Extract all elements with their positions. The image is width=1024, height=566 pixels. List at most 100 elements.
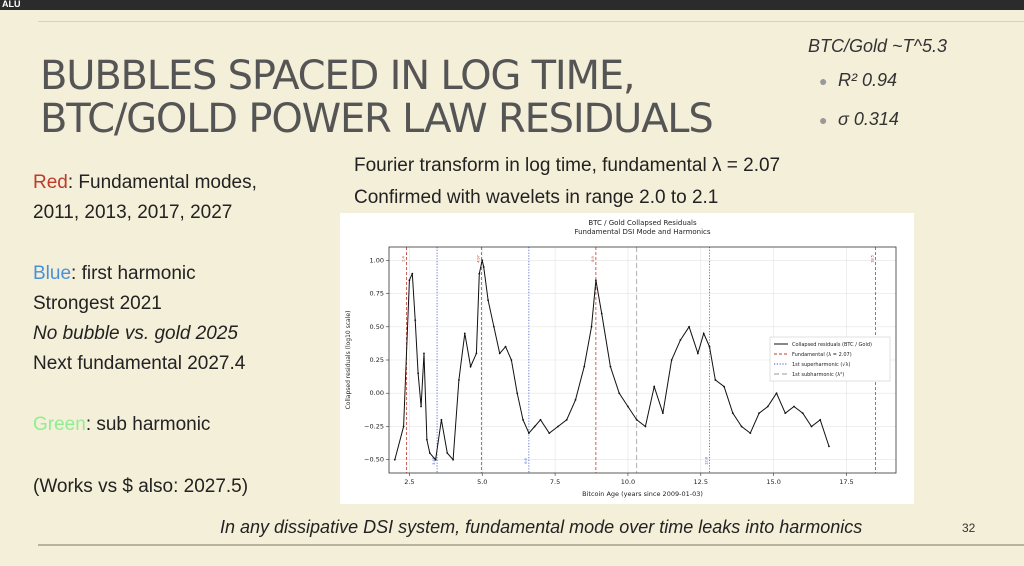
data-point [408,279,411,282]
data-point [801,412,804,415]
x-axis-label: Bitcoin Age (years since 2009-01-03) [582,490,703,498]
data-point [819,418,822,421]
data-point [644,425,647,428]
data-point [583,365,586,368]
data-point [434,458,437,461]
data-point [510,359,513,361]
bullet-icon: ● [819,73,828,89]
data-point [425,438,428,441]
y-axis-label: Collapsed residuals (log10 scale) [345,311,352,410]
x-tick-label: 17.5 [839,478,853,486]
data-point [810,425,813,428]
data-point [458,379,460,381]
data-point [714,379,717,381]
data-point [487,299,489,302]
x-tick-label: 12.5 [694,478,708,486]
bottom-rule [38,544,1024,546]
data-point [758,412,760,415]
legend-entry: 1st superharmonic (√λ) [792,362,850,368]
data-point [766,405,769,408]
green-note: Green: sub harmonic [33,414,210,436]
y-tick-label: 0.75 [370,290,384,298]
y-tick-label: −0.50 [364,456,384,464]
sigma-label: σ 0.314 [838,109,899,129]
strongest-note: Strongest 2021 [33,293,162,314]
data-point [670,359,673,361]
red-text: : Fundamental modes, [67,172,257,193]
data-point [740,425,743,428]
blue-text: : first harmonic [71,263,196,284]
superharmonic-line-label: 3.45 [431,456,436,465]
data-point [723,385,725,388]
legend-box [769,336,891,382]
data-point [548,432,551,435]
data-point [557,425,559,428]
fundamental-line-label: 8.9 [590,255,595,261]
data-point [420,405,422,408]
blue-label: Blue [33,263,72,284]
r-squared-label: R² 0.94 [838,70,898,90]
data-point [618,392,621,395]
fundamental-line-label: 18.5 [870,254,875,263]
legend-entry: Fundamental (λ = 2.07) [792,352,852,358]
residuals-series [394,260,830,461]
data-point [516,392,519,395]
data-point [539,418,542,421]
data-point [482,266,485,268]
green-text: : sub harmonic [85,414,211,435]
data-point [393,458,396,461]
data-point [784,412,787,415]
data-point [463,332,466,335]
data-point [498,352,501,355]
data-point [609,365,612,368]
data-point [653,385,656,388]
data-point [411,272,414,275]
data-point [402,425,405,428]
y-tick-label: 0.00 [370,389,384,397]
fourier-line-1: Fourier transform in log time, fundament… [354,155,781,176]
data-point [594,279,597,282]
legend-entry: 1st subharmonic (λ²) [792,372,844,378]
data-point [775,392,778,395]
red-years: 2011, 2013, 2017, 2027 [33,202,233,223]
data-point [702,332,705,335]
data-point [522,418,524,421]
footer-note: In any dissipative DSI system, fundament… [220,517,863,537]
power-law-label: BTC/Gold ~T^5.3 [808,36,947,56]
data-point [533,425,536,428]
data-point [708,345,711,348]
top-bar: ALU [0,0,1024,10]
data-point [635,418,638,421]
data-point [414,319,417,322]
works-note: (Works vs $ also: 2027.5) [33,476,249,497]
data-point [688,325,691,328]
data-point [475,352,478,355]
fundamental-line-label: 2.4 [400,255,405,261]
chart-subtitle: Fundamental DSI Mode and Harmonics [574,228,710,236]
fourier-line-2: Confirmed with wavelets in range 2.0 to … [354,187,719,208]
data-point [661,412,664,415]
data-point [565,418,568,421]
no-bubble-note: No bubble vs. gold 2025 [33,323,238,344]
page-number: 32 [962,521,976,535]
bullet-icon: ● [819,112,828,128]
data-point [440,418,443,421]
residuals-chart: BTC / Gold Collapsed ResidualsFundamenta… [340,213,914,504]
green-label: Green [33,414,86,435]
title-line-2: BTC/GOLD POWER LAW RESIDUALS [40,96,714,142]
data-point [504,345,507,348]
y-tick-label: 0.50 [370,323,384,331]
data-point [828,445,830,448]
data-point [446,452,449,454]
data-point [492,325,495,328]
x-tick-label: 10.0 [621,478,635,486]
y-tick-label: −0.25 [364,422,384,430]
top-rule [38,21,1024,22]
red-note: Red: Fundamental modes, [33,172,257,194]
fundamental-line-label: 4.97 [475,254,480,263]
x-tick-label: 2.5 [404,478,414,486]
data-point [417,372,420,375]
y-tick-label: 0.25 [370,356,384,364]
superharmonic-line-label: 12.8 [704,456,709,465]
data-point [481,259,484,262]
